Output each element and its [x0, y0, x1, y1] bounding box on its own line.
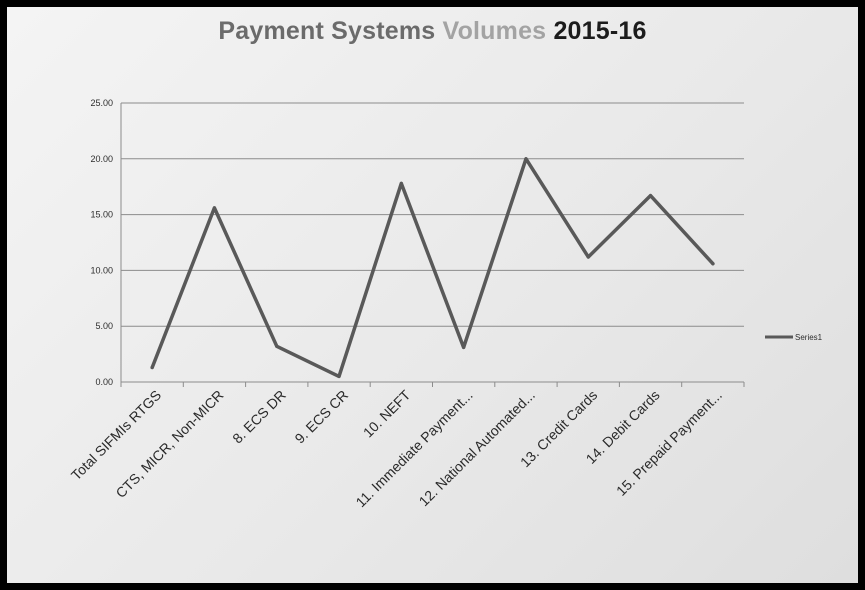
- data-point: [524, 157, 528, 161]
- y-tick-label: 0.00: [95, 377, 113, 387]
- data-point: [337, 374, 341, 379]
- y-tick-label: 5.00: [95, 321, 113, 331]
- title-part-volumes: Volumes: [442, 17, 547, 45]
- y-tick-label: 15.00: [90, 210, 113, 220]
- title-part-year: 2015-16: [553, 17, 647, 45]
- y-tick-label: 25.00: [90, 98, 113, 108]
- data-point: [462, 345, 466, 350]
- y-tick-label: 20.00: [90, 154, 113, 164]
- data-point: [399, 181, 403, 185]
- title-part-systems: Payment Systems: [218, 17, 436, 45]
- x-category-label: 8. ECS DR: [229, 387, 289, 447]
- data-point: [150, 365, 154, 370]
- data-point: [711, 262, 715, 266]
- x-category-label: 11. Immediate Payment...: [352, 387, 475, 510]
- x-category-label: 12. National Automated...: [416, 387, 538, 509]
- data-point: [586, 255, 590, 259]
- data-point: [275, 344, 279, 348]
- chart-frame: Payment Systems Volumes 2015-16 0.00 5.00…: [7, 7, 858, 583]
- x-category-label: 9. ECS CR: [291, 387, 351, 447]
- x-category-label: 15. Prepaid Payment...: [613, 387, 725, 499]
- series-line: [150, 157, 715, 379]
- x-category-label: CTS, MICR, Non-MICR: [112, 387, 226, 501]
- data-point: [212, 206, 217, 210]
- data-point: [648, 194, 653, 198]
- x-category-label: 10. NEFT: [360, 386, 414, 440]
- y-tick-label: 10.00: [90, 265, 113, 275]
- legend-label: Series1: [795, 333, 823, 342]
- chart-title: Payment Systems Volumes 2015-16: [7, 17, 858, 46]
